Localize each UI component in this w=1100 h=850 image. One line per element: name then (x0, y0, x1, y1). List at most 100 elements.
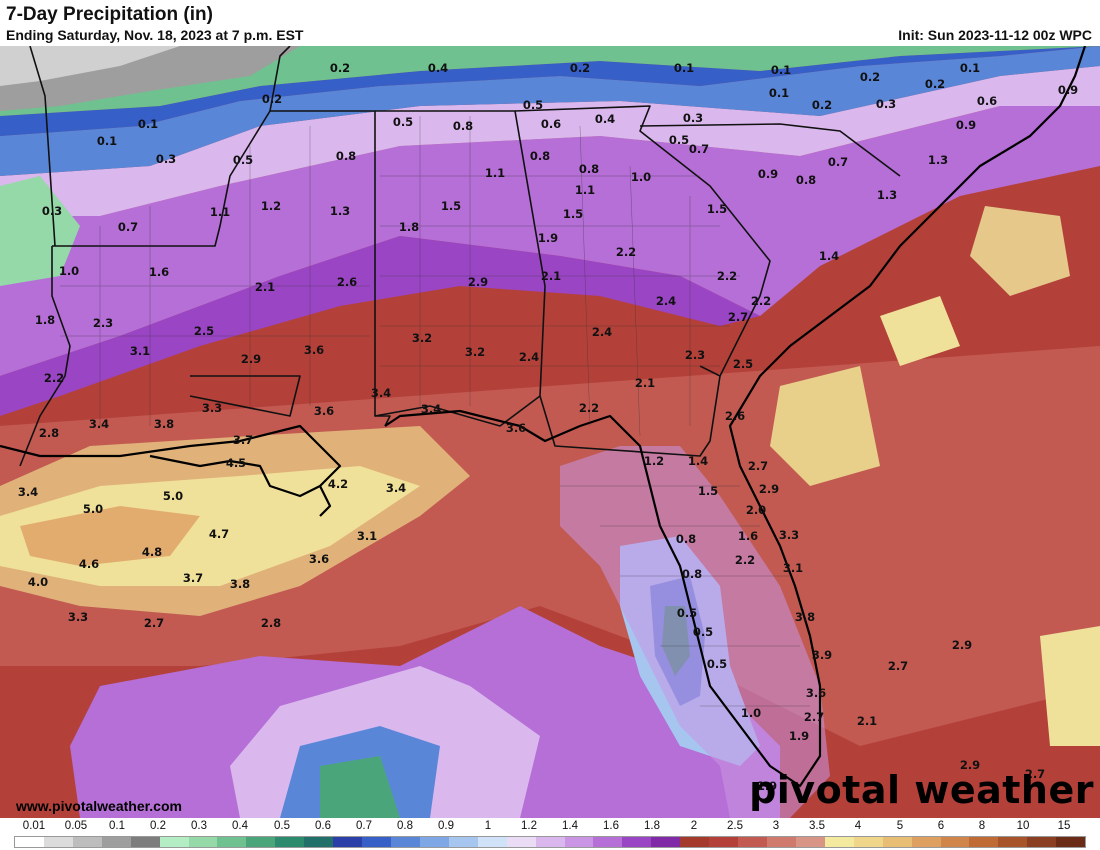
precip-value-label: 3.4 (18, 485, 38, 499)
precip-value-label: 2.0 (746, 503, 766, 517)
precip-value-label: 0.2 (570, 61, 590, 75)
precip-value-label: 2.7 (728, 310, 748, 324)
precip-value-label: 0.9 (758, 167, 778, 181)
legend-tick-label: 0.2 (150, 820, 166, 832)
precip-value-label: 0.3 (683, 111, 703, 125)
map-title: 7-Day Precipitation (in) (6, 4, 213, 25)
precip-value-label: 2.1 (541, 269, 561, 283)
precip-value-label: 2.5 (733, 357, 753, 371)
legend-tick-label: 6 (937, 820, 945, 832)
legend-swatch (969, 837, 999, 847)
legend-swatch (738, 837, 767, 847)
precip-value-label: 2.7 (888, 659, 908, 673)
precip-value-label: 0.3 (156, 152, 176, 166)
precip-value-label: 0.8 (453, 119, 473, 133)
legend-swatch (940, 837, 970, 847)
legend-tick-label: 0.3 (191, 820, 207, 832)
precip-value-label: 0.2 (860, 70, 880, 84)
precip-value-label: 0.8 (336, 149, 356, 163)
precip-value-label: 1.0 (741, 706, 761, 720)
legend-swatch (477, 837, 507, 847)
init-time-label: Init: Sun 2023-11-12 00z WPC (898, 27, 1092, 43)
precip-value-label: 1.3 (928, 153, 948, 167)
precip-value-label: 1.8 (35, 313, 55, 327)
legend-swatch (506, 837, 536, 847)
precip-value-label: 0.8 (530, 149, 550, 163)
legend-tick-label: 0.9 (438, 820, 454, 832)
valid-time-subtitle: Ending Saturday, Nov. 18, 2023 at 7 p.m.… (6, 27, 304, 43)
precip-value-label: 4.6 (79, 557, 99, 571)
legend-tick-label: 0.5 (274, 820, 290, 832)
legend-swatch (275, 837, 305, 847)
value-labels-layer: 0.2 0.4 0.2 0.1 0.1 0.1 0.2 0.2 0.2 0.5 0.1 0.2 0.3 0… (18, 61, 1078, 793)
precip-value-label: 0.5 (233, 153, 253, 167)
precip-value-label: 3.4 (89, 417, 109, 431)
precip-value-label: 1.0 (631, 170, 651, 184)
precip-value-label: 2.4 (656, 294, 676, 308)
precip-value-label: 3.7 (183, 571, 203, 585)
precip-value-label: 2.1 (255, 280, 275, 294)
precip-value-label: 1.6 (738, 529, 758, 543)
legend-tick-label: 2.5 (727, 820, 743, 832)
legend-tick-label: 15 (1057, 820, 1071, 832)
precip-value-label: 3.4 (421, 402, 441, 416)
precip-value-label: 2.9 (952, 638, 972, 652)
legend-swatch (680, 837, 710, 847)
precip-value-label: 2.7 (1025, 767, 1045, 781)
precip-value-label: 0.2 (262, 92, 282, 106)
precip-value-label: 1.3 (877, 188, 897, 202)
precip-value-label: 3.1 (130, 344, 150, 358)
precip-value-label: 2.1 (857, 714, 877, 728)
precip-value-label: 2.3 (685, 348, 705, 362)
legend-tick-label: 2 (690, 820, 698, 832)
precip-value-label: 4.8 (142, 545, 162, 559)
legend-swatch (390, 837, 420, 847)
precip-value-label: 3.8 (230, 577, 250, 591)
precip-value-label: 1.5 (698, 484, 718, 498)
precip-value-label: 3.4 (386, 481, 406, 495)
precip-value-label: 0.1 (97, 134, 117, 148)
precip-value-label: 2.7 (748, 459, 768, 473)
precip-value-label: 0.9 (1058, 83, 1078, 97)
legend-swatch (130, 837, 160, 847)
precip-value-label: 2.6 (725, 409, 745, 423)
precip-value-label: 0.9 (956, 118, 976, 132)
legend-swatch (853, 837, 883, 847)
precip-value-label: 0.8 (682, 567, 702, 581)
precip-value-label: 2.2 (616, 245, 636, 259)
legend-tick-label: 0.1 (109, 820, 125, 832)
precip-value-label: 0.5 (523, 98, 543, 112)
precip-value-label: 5.0 (83, 502, 103, 516)
precip-value-label: 0.7 (828, 155, 848, 169)
legend-swatch (911, 837, 941, 847)
precip-value-label: 2.6 (337, 275, 357, 289)
precip-value-label: 0.7 (689, 142, 709, 156)
legend-tick-label: 4 (854, 820, 862, 832)
precip-value-label: 1.1 (210, 205, 230, 219)
legend-tick-label: 1.8 (644, 820, 660, 832)
precip-value-label: 3.6 (309, 552, 329, 566)
precip-value-label: 3.8 (154, 417, 174, 431)
legend-swatch (795, 837, 825, 847)
precip-value-label: 0.3 (876, 97, 896, 111)
precip-value-label: 2.4 (519, 350, 539, 364)
legend-tick-label: 5 (896, 820, 904, 832)
precip-value-label: 2.2 (44, 371, 64, 385)
header: 7-Day Precipitation (in) Ending Saturday… (0, 0, 1100, 46)
precip-value-label: 4.7 (209, 527, 229, 541)
legend-swatch (535, 837, 565, 847)
legend-swatch (15, 837, 44, 847)
legend-tick-label: 1.4 (562, 820, 578, 832)
precip-value-label: 2.2 (751, 294, 771, 308)
legend-tick-label: 0.01 (22, 820, 46, 832)
legend-swatch (593, 837, 623, 847)
precip-value-label: 1.4 (688, 454, 708, 468)
brand-logo: pivotal weather (749, 768, 1094, 812)
precip-value-label: 1.9 (757, 779, 777, 793)
precip-value-label: 1.8 (399, 220, 419, 234)
legend-swatch (188, 837, 218, 847)
legend-swatch (333, 837, 363, 847)
precip-value-label: 4.2 (328, 477, 348, 491)
precip-value-label: 1.2 (644, 454, 664, 468)
legend-tick-label: 0.6 (315, 820, 331, 832)
